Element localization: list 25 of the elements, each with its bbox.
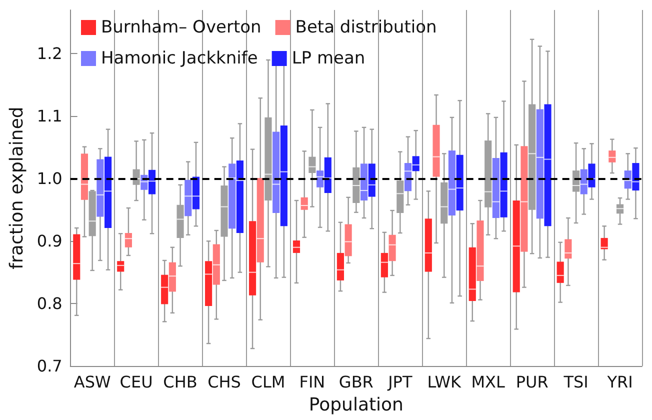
- legend-label: LP mean: [292, 48, 366, 68]
- x-tick-label: CHS: [208, 372, 241, 392]
- x-tick-label: YRI: [606, 372, 633, 392]
- x-tick-label: TSI: [562, 372, 588, 392]
- y-tick-label: 1.0: [36, 169, 62, 188]
- x-tick-label: ASW: [74, 372, 111, 392]
- y-tick-label: 1.2: [36, 44, 62, 64]
- y-axis-title: fraction explained: [6, 106, 28, 270]
- x-tick-label: LWK: [427, 372, 462, 392]
- x-axis-title: Population: [308, 394, 404, 416]
- legend-label: Burnham– Overton: [101, 18, 262, 38]
- y-tick-label: 1.1: [36, 106, 62, 126]
- x-tick-label: FIN: [299, 372, 326, 392]
- y-tick-label: 0.9: [36, 232, 62, 251]
- x-tick-label: CLM: [251, 372, 286, 392]
- x-tick-label: JPT: [387, 372, 412, 392]
- x-tick-label: GBR: [338, 372, 374, 392]
- legend-label: Beta distribution: [295, 18, 437, 38]
- x-tick-label: CHB: [163, 372, 198, 392]
- y-tick-label: 0.7: [36, 356, 62, 376]
- legend-label: Hamonic Jackknife: [101, 48, 258, 68]
- x-tick-label: PUR: [516, 372, 548, 392]
- x-tick-label: MXL: [471, 372, 506, 392]
- x-tick-label: CEU: [120, 372, 153, 392]
- y-tick-label: 0.8: [36, 294, 62, 314]
